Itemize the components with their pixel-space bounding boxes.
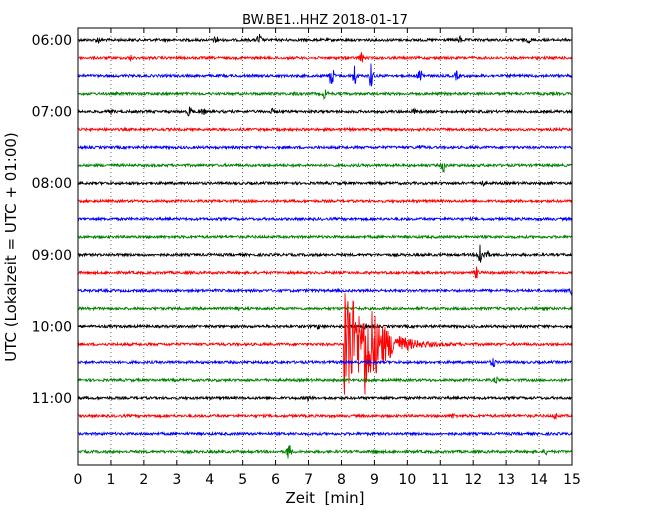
seismic-trace (77, 126, 573, 133)
x-tick-label: 15 (563, 472, 581, 488)
seismic-trace (77, 33, 573, 45)
seismic-trace (78, 305, 573, 312)
seismic-trace (77, 162, 573, 174)
seismic-trace (77, 215, 573, 222)
x-tick-label: 6 (271, 472, 280, 488)
x-tick-label: 4 (205, 472, 214, 488)
seismic-trace (77, 144, 573, 151)
seismic-traces (77, 33, 573, 459)
x-axis: 0 1 2 3 4 5 6 7 8 9 10 11 12 13 14 15 (74, 28, 581, 488)
seismic-trace (77, 322, 573, 330)
x-tick-label: 7 (304, 472, 313, 488)
x-tick-label: 10 (398, 472, 416, 488)
y-axis-label: UTC (Lokalzeit = UTC + 01:00) (2, 132, 20, 362)
y-tick-label: 10:00 (32, 319, 72, 335)
seismic-trace (77, 266, 573, 279)
x-tick-label: 9 (370, 472, 379, 488)
seismic-trace (77, 412, 573, 420)
x-axis-label: Zeit [min] (285, 489, 364, 507)
y-tick-label: 08:00 (32, 176, 72, 192)
grid-lines (110, 28, 540, 465)
seismic-trace (77, 244, 573, 263)
seismic-trace (77, 287, 573, 297)
x-tick-label: 14 (530, 472, 548, 488)
y-tick-label: 11:00 (32, 391, 72, 407)
x-tick-label: 12 (464, 472, 482, 488)
seismic-trace (77, 293, 573, 395)
seismic-trace (77, 52, 573, 64)
x-tick-label: 0 (74, 472, 83, 488)
seismic-trace (77, 358, 573, 368)
x-tick-label: 8 (337, 472, 346, 488)
seismic-trace (77, 394, 573, 403)
seismic-trace (77, 233, 573, 240)
seismic-trace (77, 180, 573, 187)
x-tick-label: 13 (497, 472, 515, 488)
seismic-trace (77, 198, 573, 205)
x-tick-label: 2 (139, 472, 148, 488)
x-tick-label: 3 (172, 472, 181, 488)
seismic-trace (77, 63, 573, 87)
y-tick-label: 09:00 (32, 248, 72, 264)
y-tick-label: 06:00 (32, 33, 72, 49)
y-axis: 06:00 07:00 08:00 09:00 10:00 11:00 (32, 33, 572, 407)
seismic-trace (77, 376, 573, 384)
seismic-trace (77, 430, 573, 437)
seismic-trace (78, 445, 573, 459)
seismic-trace (77, 89, 573, 101)
seismic-trace (77, 106, 573, 117)
x-tick-label: 11 (431, 472, 449, 488)
x-tick-label: 1 (106, 472, 115, 488)
plot-frame (77, 27, 573, 466)
y-tick-label: 07:00 (32, 105, 72, 121)
x-tick-label: 5 (238, 472, 247, 488)
chart-title: BW.BE1..HHZ 2018-01-17 (242, 13, 408, 28)
